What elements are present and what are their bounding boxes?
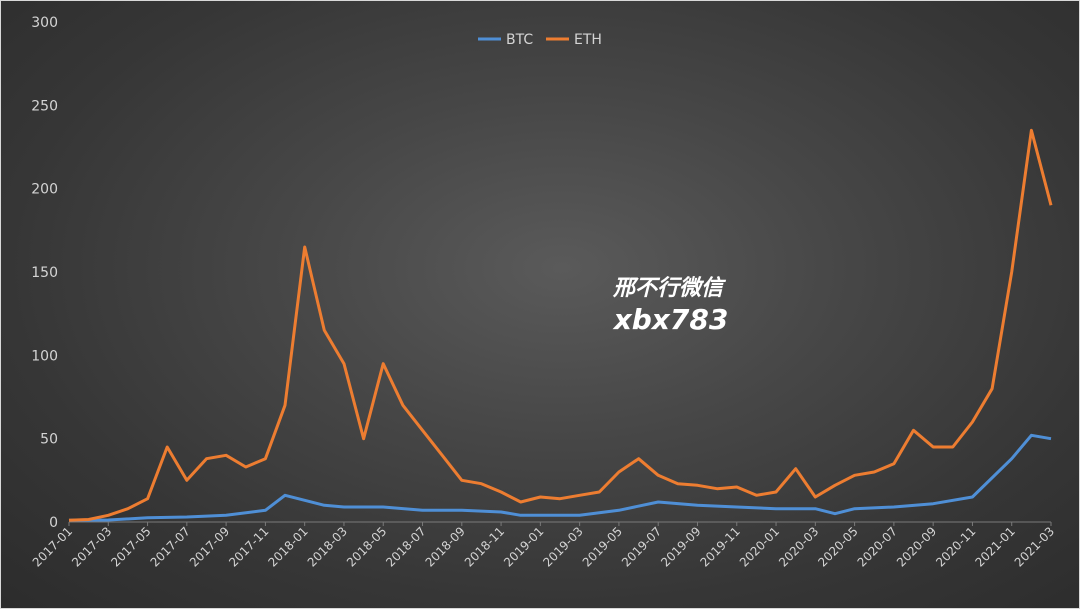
x-tick-label: 2019-09	[658, 524, 703, 569]
x-tick-label: 2018-01	[265, 524, 310, 569]
y-tick-label: 150	[31, 265, 58, 281]
x-tick-label: 2018-11	[462, 524, 507, 569]
x-tick-label: 2019-01	[501, 524, 546, 569]
legend: BTC ETH	[478, 32, 602, 48]
y-tick-label: 250	[31, 98, 58, 114]
x-tick-label: 2021-01	[972, 524, 1017, 569]
watermark: 邢不行微信 xbx783	[612, 276, 729, 336]
x-tick-label: 2017-01	[30, 524, 75, 569]
watermark-line1: 邢不行微信	[612, 276, 727, 301]
y-tick-label: 100	[31, 348, 58, 364]
x-tick-label: 2018-07	[383, 524, 428, 569]
x-tick-label: 2019-03	[540, 524, 585, 569]
x-tick-label: 2020-07	[855, 524, 900, 569]
x-tick-label: 2019-07	[619, 524, 664, 569]
x-tick-label: 2017-07	[148, 524, 193, 569]
x-tick-label: 2017-09	[187, 524, 232, 569]
x-tick-label: 2021-03	[1012, 524, 1057, 569]
legend-eth-label: ETH	[574, 32, 602, 48]
series-line-eth	[68, 128, 1053, 522]
y-tick-label: 300	[31, 15, 58, 31]
legend-btc-label: BTC	[506, 32, 533, 48]
watermark-line2: xbx783	[612, 303, 729, 336]
y-axis: 0 50 100 150 200 250 300	[31, 15, 58, 531]
series-layer	[68, 128, 1053, 522]
x-tick-label: 2018-05	[344, 524, 389, 569]
y-tick-label: 200	[31, 182, 58, 198]
series-line-btc	[68, 433, 1052, 522]
x-tick-label: 2020-01	[737, 524, 782, 569]
x-tick-label: 2020-03	[776, 524, 821, 569]
x-tick-label: 2020-09	[894, 524, 939, 569]
y-tick-label: 0	[49, 515, 58, 531]
x-tick-label: 2017-05	[108, 524, 153, 569]
x-axis: 2017-012017-032017-052017-072017-092017-…	[30, 521, 1057, 570]
x-tick-label: 2017-03	[69, 524, 114, 569]
x-tick-label: 2017-11	[226, 524, 271, 569]
x-tick-label: 2019-05	[580, 524, 625, 569]
y-tick-label: 50	[40, 432, 58, 448]
x-tick-label: 2018-09	[423, 524, 468, 569]
x-tick-label: 2020-11	[933, 524, 978, 569]
x-tick-label: 2019-11	[698, 524, 743, 569]
x-tick-label: 2018-03	[305, 524, 350, 569]
x-tick-label: 2020-05	[815, 524, 860, 569]
